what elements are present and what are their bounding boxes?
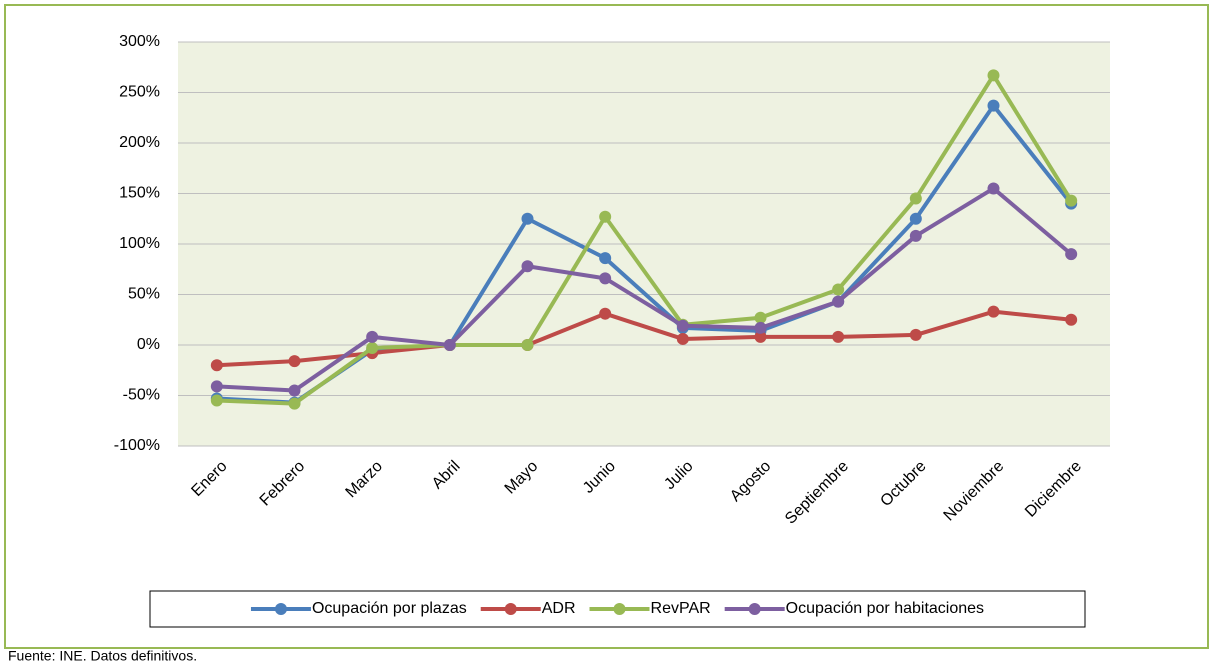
x-tick-label: Febrero [257,458,309,510]
data-point [909,229,922,242]
legend-item: Ocupación por plazas [250,600,467,617]
data-point [1065,248,1078,261]
y-tick-label: -100% [114,437,160,454]
legend-item: Ocupación por habitaciones [724,600,984,617]
legend-label: ADR [542,600,576,617]
legend-swatch-marker [613,603,626,615]
x-tick-label: Junio [580,458,619,497]
x-tick-label: Agosto [727,458,774,505]
y-tick-label: 50% [128,286,160,303]
y-tick-label: 0% [137,336,160,353]
chart-frame [4,4,1209,649]
x-tick-label: Marzo [343,458,387,502]
legend-swatch-marker [748,603,761,615]
data-point [288,397,301,410]
series-line [216,73,1073,406]
y-tick-label: 200% [119,134,160,151]
data-point [909,328,922,341]
data-point [599,307,612,320]
data-point [210,359,223,372]
data-point [521,260,534,273]
y-tick-label: 150% [119,185,160,202]
data-point [1065,194,1078,207]
data-point [832,283,845,296]
y-tick-label: 300% [119,33,160,50]
x-tick-label: Noviembre [941,458,1008,525]
data-point [987,305,1000,318]
data-point [366,342,379,355]
data-point [521,212,534,225]
legend-swatch-marker [504,603,517,615]
data-point [754,330,767,343]
legend-label: Ocupación por plazas [312,600,467,617]
y-tick-label: 100% [119,235,160,252]
legend-swatch-marker [274,603,287,615]
legend-item: RevPAR [589,600,711,617]
legend-item: ADR [480,600,576,617]
legend-label: Ocupación por habitaciones [786,600,984,617]
x-tick-label: Julio [661,458,696,493]
x-tick-label: Septiembre [782,458,852,528]
data-point [210,394,223,407]
data-point [288,384,301,397]
x-tick-label: Mayo [502,458,542,498]
data-point [676,319,689,332]
data-point [210,380,223,393]
data-point [366,330,379,343]
data-point [754,311,767,324]
data-point [288,355,301,368]
x-tick-label: Octubre [877,458,929,510]
x-tick-label: Enero [188,458,230,500]
data-point [1065,313,1078,326]
data-point [443,339,456,351]
data-point [909,192,922,205]
x-tick-label: Diciembre [1022,458,1085,521]
y-tick-label: 250% [119,84,160,101]
data-point [599,272,612,285]
x-tick-label: Abril [429,458,464,493]
data-point [599,252,612,265]
series-line [216,186,1073,393]
data-point [521,339,534,351]
legend-label: RevPAR [651,600,711,617]
data-point [754,321,767,334]
source-note: Fuente: INE. Datos definitivos. [8,648,197,664]
data-point [909,212,922,225]
y-tick-label: -50% [123,387,160,404]
data-point [987,69,1000,82]
data-point [599,210,612,223]
data-point [676,332,689,345]
data-point [832,330,845,343]
series-line [216,309,1072,368]
data-point [987,99,1000,112]
data-point [832,295,845,308]
data-point [987,182,1000,195]
